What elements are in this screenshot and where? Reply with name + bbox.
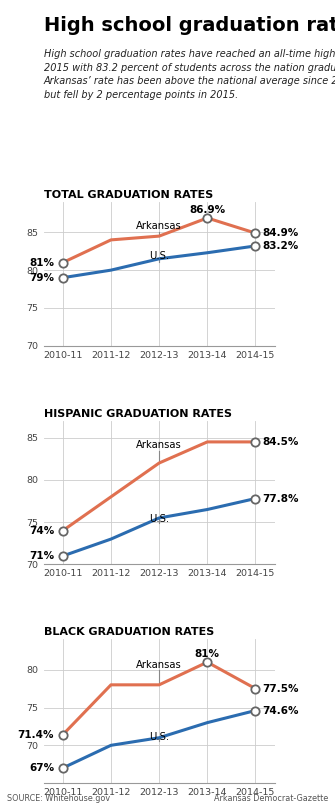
Text: Arkansas Democrat-Gazette: Arkansas Democrat-Gazette bbox=[214, 794, 328, 803]
Text: Arkansas: Arkansas bbox=[136, 440, 182, 451]
Text: 74%: 74% bbox=[29, 526, 54, 536]
Text: 83.2%: 83.2% bbox=[263, 241, 299, 251]
Text: U.S.: U.S. bbox=[149, 731, 169, 742]
Text: U.S.: U.S. bbox=[149, 251, 169, 261]
Text: 77.5%: 77.5% bbox=[263, 684, 299, 693]
Text: 74.6%: 74.6% bbox=[263, 705, 299, 715]
Text: 84.9%: 84.9% bbox=[263, 228, 299, 238]
Text: TOTAL GRADUATION RATES: TOTAL GRADUATION RATES bbox=[44, 190, 213, 200]
Text: 81%: 81% bbox=[195, 649, 220, 659]
Text: 77.8%: 77.8% bbox=[263, 493, 299, 503]
Text: SOURCE: Whitehouse.gov: SOURCE: Whitehouse.gov bbox=[7, 794, 110, 803]
Text: Arkansas: Arkansas bbox=[136, 221, 182, 231]
Text: 71.4%: 71.4% bbox=[18, 730, 54, 739]
Text: 81%: 81% bbox=[29, 257, 54, 268]
Text: 86.9%: 86.9% bbox=[189, 205, 225, 215]
Text: 67%: 67% bbox=[29, 763, 54, 773]
Text: 84.5%: 84.5% bbox=[263, 437, 299, 447]
Text: HISPANIC GRADUATION RATES: HISPANIC GRADUATION RATES bbox=[44, 409, 231, 418]
Text: 71%: 71% bbox=[29, 551, 54, 561]
Text: U.S.: U.S. bbox=[149, 514, 169, 524]
Text: High school graduation rates: High school graduation rates bbox=[44, 15, 335, 35]
Text: Arkansas: Arkansas bbox=[136, 659, 182, 670]
Text: BLACK GRADUATION RATES: BLACK GRADUATION RATES bbox=[44, 627, 214, 637]
Text: 79%: 79% bbox=[29, 273, 54, 282]
Text: High school graduation rates have reached an all-time high in
2015 with 83.2 per: High school graduation rates have reache… bbox=[44, 49, 335, 100]
